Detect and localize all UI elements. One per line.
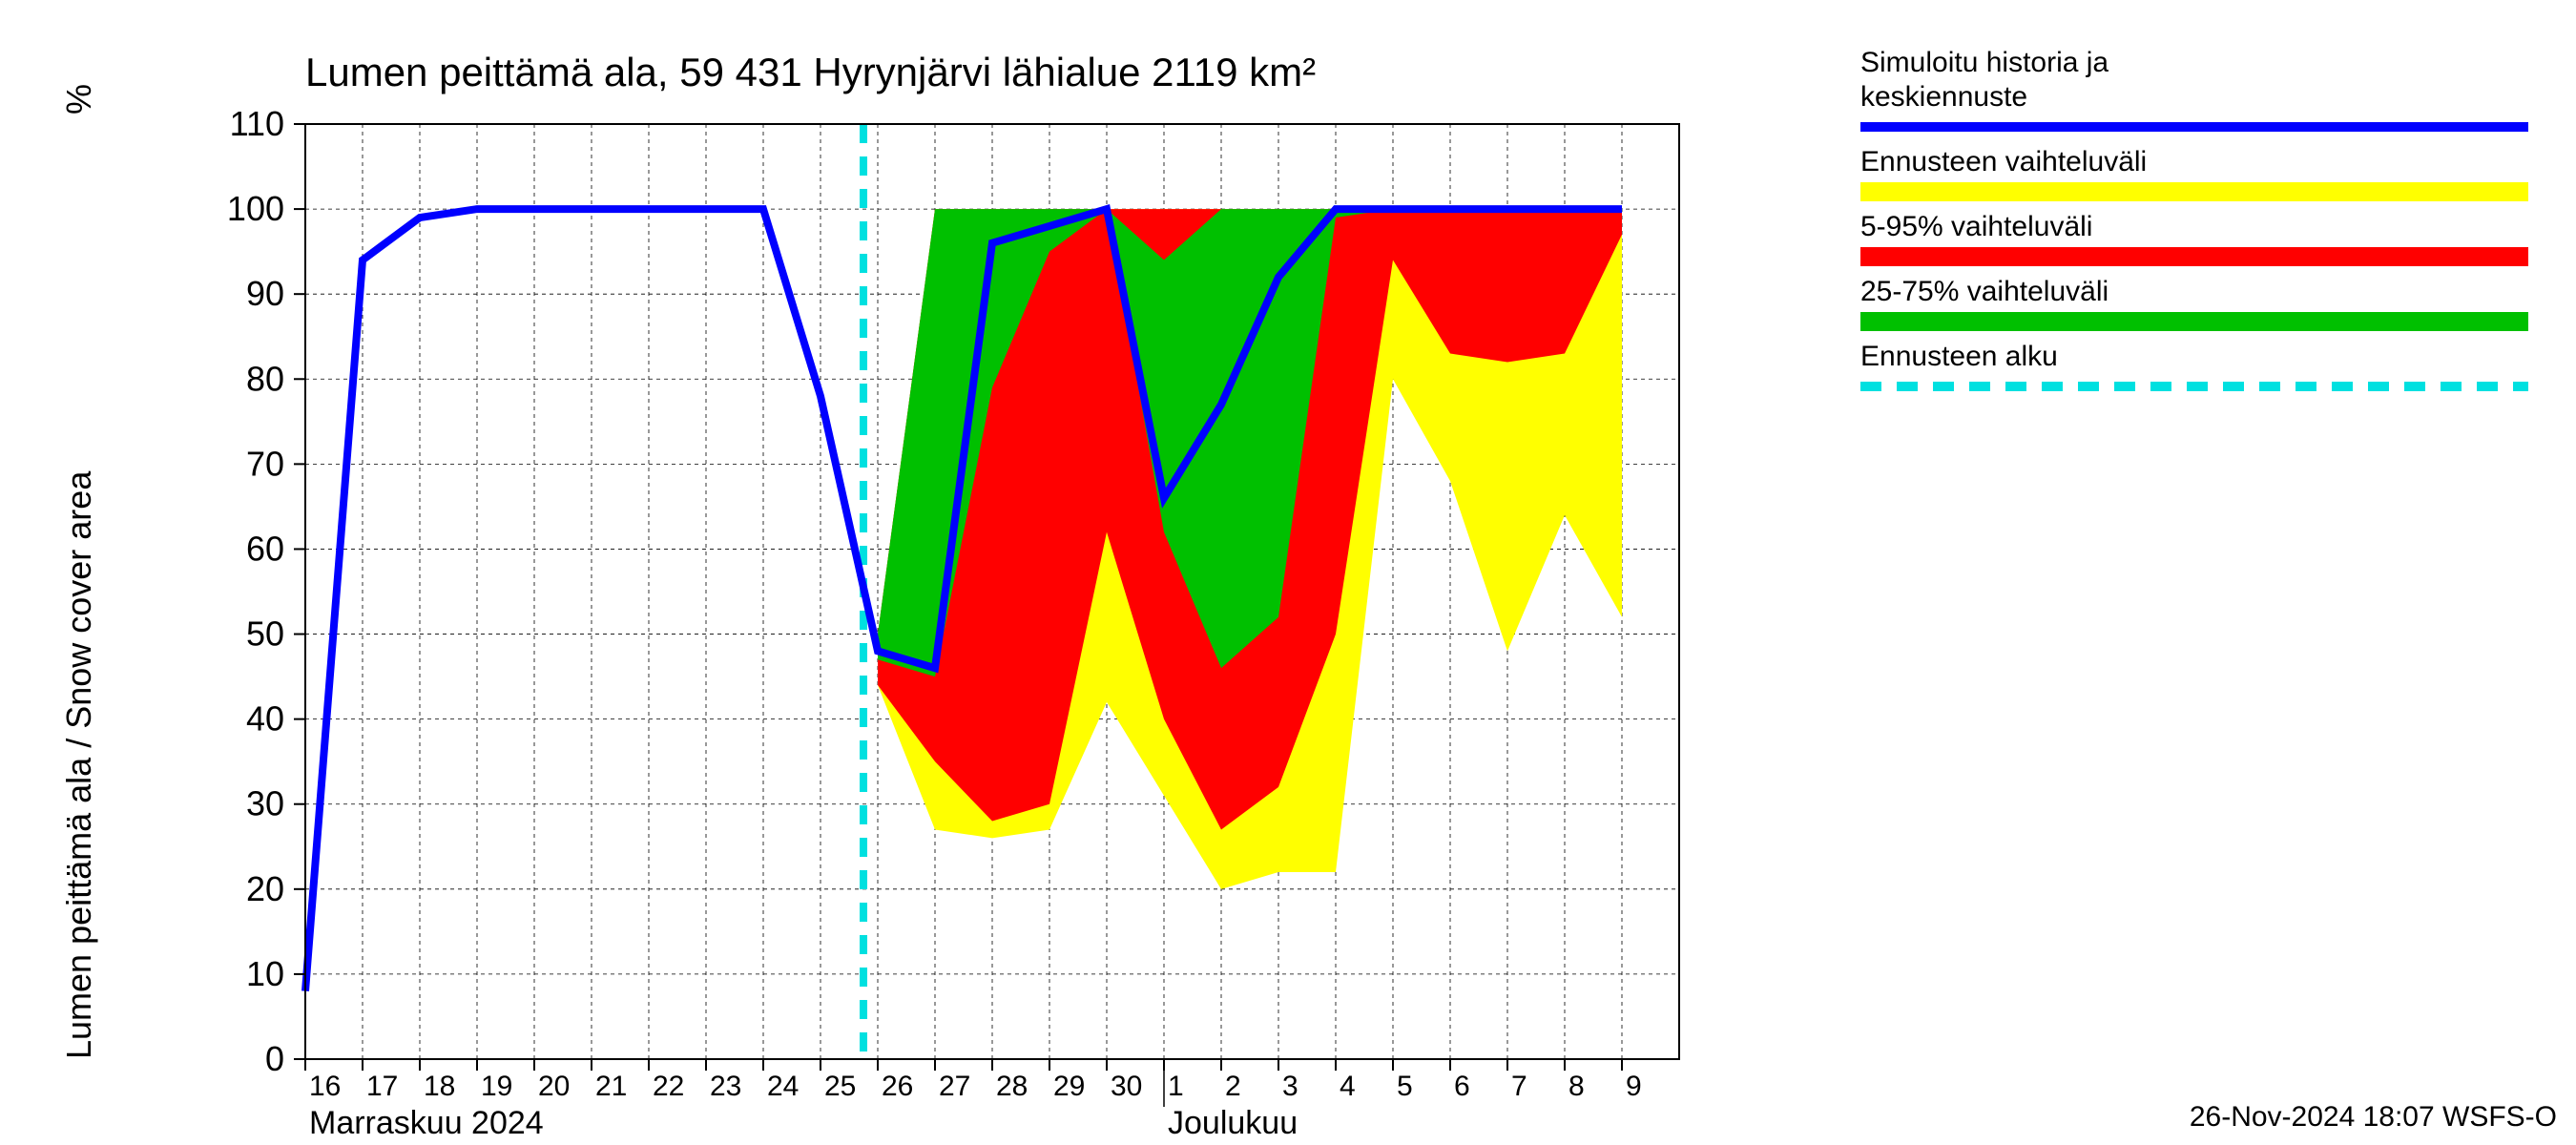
legend-label: Ennusteen alku — [1860, 341, 2058, 372]
xtick-label: 6 — [1454, 1071, 1470, 1102]
ytick-label: 0 — [265, 1039, 284, 1078]
y-axis-unit: % — [59, 84, 98, 114]
ytick-label: 90 — [246, 274, 284, 313]
month-label: Marraskuu 2024 — [309, 1105, 544, 1141]
footer-timestamp: 26-Nov-2024 18:07 WSFS-O — [2190, 1101, 2557, 1133]
xtick-label: 3 — [1282, 1071, 1298, 1102]
legend-label: keskiennuste — [1860, 81, 2027, 113]
xtick-label: 29 — [1053, 1071, 1085, 1102]
xtick-label: 25 — [824, 1071, 856, 1102]
xtick-label: 8 — [1568, 1071, 1585, 1102]
xtick-label: 7 — [1511, 1071, 1527, 1102]
xtick-label: 17 — [366, 1071, 398, 1102]
xtick-label: 16 — [309, 1071, 341, 1102]
xtick-label: 26 — [882, 1071, 913, 1102]
xtick-label: 4 — [1340, 1071, 1356, 1102]
ytick-label: 50 — [246, 614, 284, 654]
legend-swatch — [1860, 182, 2528, 201]
xtick-label: 2 — [1225, 1071, 1241, 1102]
ytick-label: 40 — [246, 699, 284, 739]
xtick-label: 18 — [424, 1071, 455, 1102]
legend-label: 5-95% vaihteluväli — [1860, 211, 2092, 242]
xtick-label: 28 — [996, 1071, 1028, 1102]
xtick-label: 24 — [767, 1071, 799, 1102]
xtick-label: 21 — [595, 1071, 627, 1102]
xtick-label: 22 — [653, 1071, 684, 1102]
legend-label: Simuloitu historia ja — [1860, 47, 2109, 78]
legend-swatch — [1860, 312, 2528, 331]
month-label: November — [309, 1141, 459, 1145]
month-label: December — [1168, 1141, 1318, 1145]
legend-label: Ennusteen vaihteluväli — [1860, 146, 2147, 177]
ytick-label: 80 — [246, 359, 284, 398]
ytick-label: 60 — [246, 529, 284, 568]
xtick-label: 5 — [1397, 1071, 1413, 1102]
y-axis-label: Lumen peittämä ala / Snow cover area — [59, 470, 98, 1059]
ytick-label: 70 — [246, 444, 284, 483]
xtick-label: 1 — [1168, 1071, 1184, 1102]
legend-label: 25-75% vaihteluväli — [1860, 276, 2109, 307]
chart-svg: 0102030405060708090100110161718192021222… — [0, 0, 2576, 1145]
ytick-label: 30 — [246, 784, 284, 823]
ytick-label: 10 — [246, 954, 284, 993]
chart-title: Lumen peittämä ala, 59 431 Hyrynjärvi lä… — [305, 50, 1316, 94]
ytick-label: 100 — [227, 189, 284, 228]
xtick-label: 20 — [538, 1071, 570, 1102]
xtick-label: 9 — [1626, 1071, 1642, 1102]
snow-cover-chart: 0102030405060708090100110161718192021222… — [0, 0, 2576, 1145]
xtick-label: 19 — [481, 1071, 512, 1102]
legend-swatch — [1860, 247, 2528, 266]
xtick-label: 30 — [1111, 1071, 1142, 1102]
xtick-label: 27 — [939, 1071, 970, 1102]
month-label: Joulukuu — [1168, 1105, 1298, 1141]
ytick-label: 20 — [246, 869, 284, 908]
xtick-label: 23 — [710, 1071, 741, 1102]
ytick-label: 110 — [230, 104, 284, 143]
